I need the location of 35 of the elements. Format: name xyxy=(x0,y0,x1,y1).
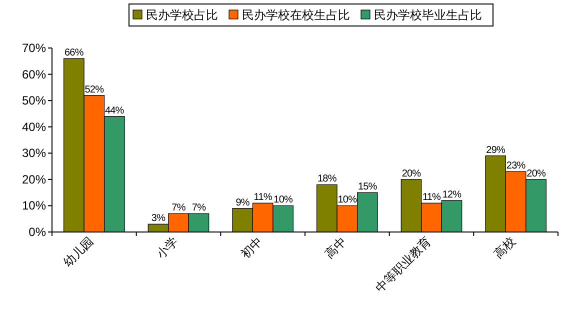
y-tick-label: 70% xyxy=(22,41,46,55)
y-tick-label: 60% xyxy=(22,67,46,82)
data-label: 11% xyxy=(254,192,272,204)
x-tick-label: 高校 xyxy=(491,234,518,262)
data-label: 11% xyxy=(422,192,442,204)
y-tick-label: 20% xyxy=(22,172,46,186)
legend-label: 民办学校毕业生占比 xyxy=(374,8,482,22)
data-label: 20% xyxy=(526,168,546,180)
data-label: 52% xyxy=(84,84,104,96)
x-tick-label: 高中 xyxy=(322,234,350,262)
data-label: 15% xyxy=(358,182,378,193)
data-label: 7% xyxy=(192,202,206,214)
x-tick-label: 中等职业教育 xyxy=(372,234,434,296)
data-label: 23% xyxy=(506,160,526,172)
x-tick-label: 小学 xyxy=(154,234,181,262)
x-tick-label: 初中 xyxy=(238,234,265,262)
x-tick-label: 幼儿园 xyxy=(60,234,96,270)
data-label: 44% xyxy=(104,105,124,116)
data-label: 10% xyxy=(338,194,358,206)
data-label: 9% xyxy=(236,197,250,208)
y-tick-label: 30% xyxy=(22,146,46,160)
legend-label: 民办学校占比 xyxy=(146,8,218,22)
data-label: 66% xyxy=(64,48,84,59)
y-tick-label: 50% xyxy=(22,94,46,108)
y-tick-label: 40% xyxy=(22,120,46,134)
y-tick-label: 0% xyxy=(28,225,46,239)
data-label: 7% xyxy=(172,202,186,214)
legend-label: 民办学校在校生占比 xyxy=(242,8,350,22)
y-tick-label: 10% xyxy=(22,198,46,213)
data-label: 18% xyxy=(318,174,337,185)
data-label: 29% xyxy=(486,144,506,156)
data-label: 20% xyxy=(402,168,422,180)
data-label: 3% xyxy=(151,213,166,224)
data-label: 12% xyxy=(442,189,462,200)
data-label: 10% xyxy=(274,194,293,206)
